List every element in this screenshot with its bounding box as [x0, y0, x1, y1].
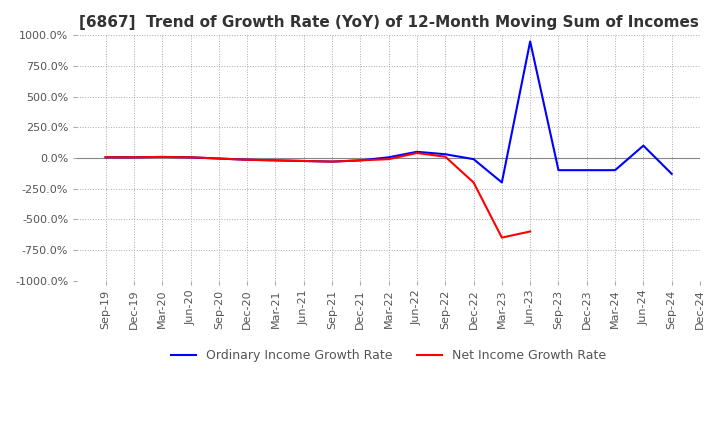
Net Income Growth Rate — [328, 159, 336, 164]
Net Income Growth Rate — [102, 155, 110, 160]
Net Income Growth Rate — [158, 154, 166, 160]
Ordinary Income Growth Rate — [328, 159, 336, 164]
Net Income Growth Rate — [243, 157, 251, 162]
Ordinary Income Growth Rate — [554, 168, 563, 173]
Net Income Growth Rate — [186, 155, 195, 160]
Net Income Growth Rate — [441, 154, 449, 159]
Ordinary Income Growth Rate — [215, 156, 223, 161]
Title: [6867]  Trend of Growth Rate (YoY) of 12-Month Moving Sum of Incomes: [6867] Trend of Growth Rate (YoY) of 12-… — [78, 15, 698, 30]
Net Income Growth Rate — [356, 158, 364, 163]
Ordinary Income Growth Rate — [243, 157, 251, 162]
Net Income Growth Rate — [130, 155, 138, 160]
Ordinary Income Growth Rate — [384, 155, 393, 160]
Net Income Growth Rate — [469, 180, 478, 185]
Ordinary Income Growth Rate — [526, 39, 534, 44]
Ordinary Income Growth Rate — [102, 155, 110, 160]
Ordinary Income Growth Rate — [611, 168, 619, 173]
Line: Ordinary Income Growth Rate: Ordinary Income Growth Rate — [106, 41, 672, 183]
Ordinary Income Growth Rate — [356, 158, 364, 163]
Ordinary Income Growth Rate — [639, 143, 648, 148]
Net Income Growth Rate — [300, 158, 308, 164]
Net Income Growth Rate — [498, 235, 506, 240]
Legend: Ordinary Income Growth Rate, Net Income Growth Rate: Ordinary Income Growth Rate, Net Income … — [166, 345, 611, 367]
Net Income Growth Rate — [526, 229, 534, 234]
Ordinary Income Growth Rate — [271, 158, 280, 163]
Ordinary Income Growth Rate — [300, 158, 308, 164]
Ordinary Income Growth Rate — [413, 149, 421, 154]
Net Income Growth Rate — [384, 157, 393, 162]
Ordinary Income Growth Rate — [498, 180, 506, 185]
Ordinary Income Growth Rate — [667, 171, 676, 176]
Net Income Growth Rate — [215, 156, 223, 161]
Ordinary Income Growth Rate — [469, 157, 478, 162]
Net Income Growth Rate — [271, 158, 280, 163]
Ordinary Income Growth Rate — [130, 155, 138, 160]
Line: Net Income Growth Rate: Net Income Growth Rate — [106, 153, 530, 238]
Ordinary Income Growth Rate — [441, 152, 449, 157]
Net Income Growth Rate — [413, 150, 421, 156]
Ordinary Income Growth Rate — [186, 155, 195, 160]
Ordinary Income Growth Rate — [582, 168, 591, 173]
Ordinary Income Growth Rate — [158, 154, 166, 160]
